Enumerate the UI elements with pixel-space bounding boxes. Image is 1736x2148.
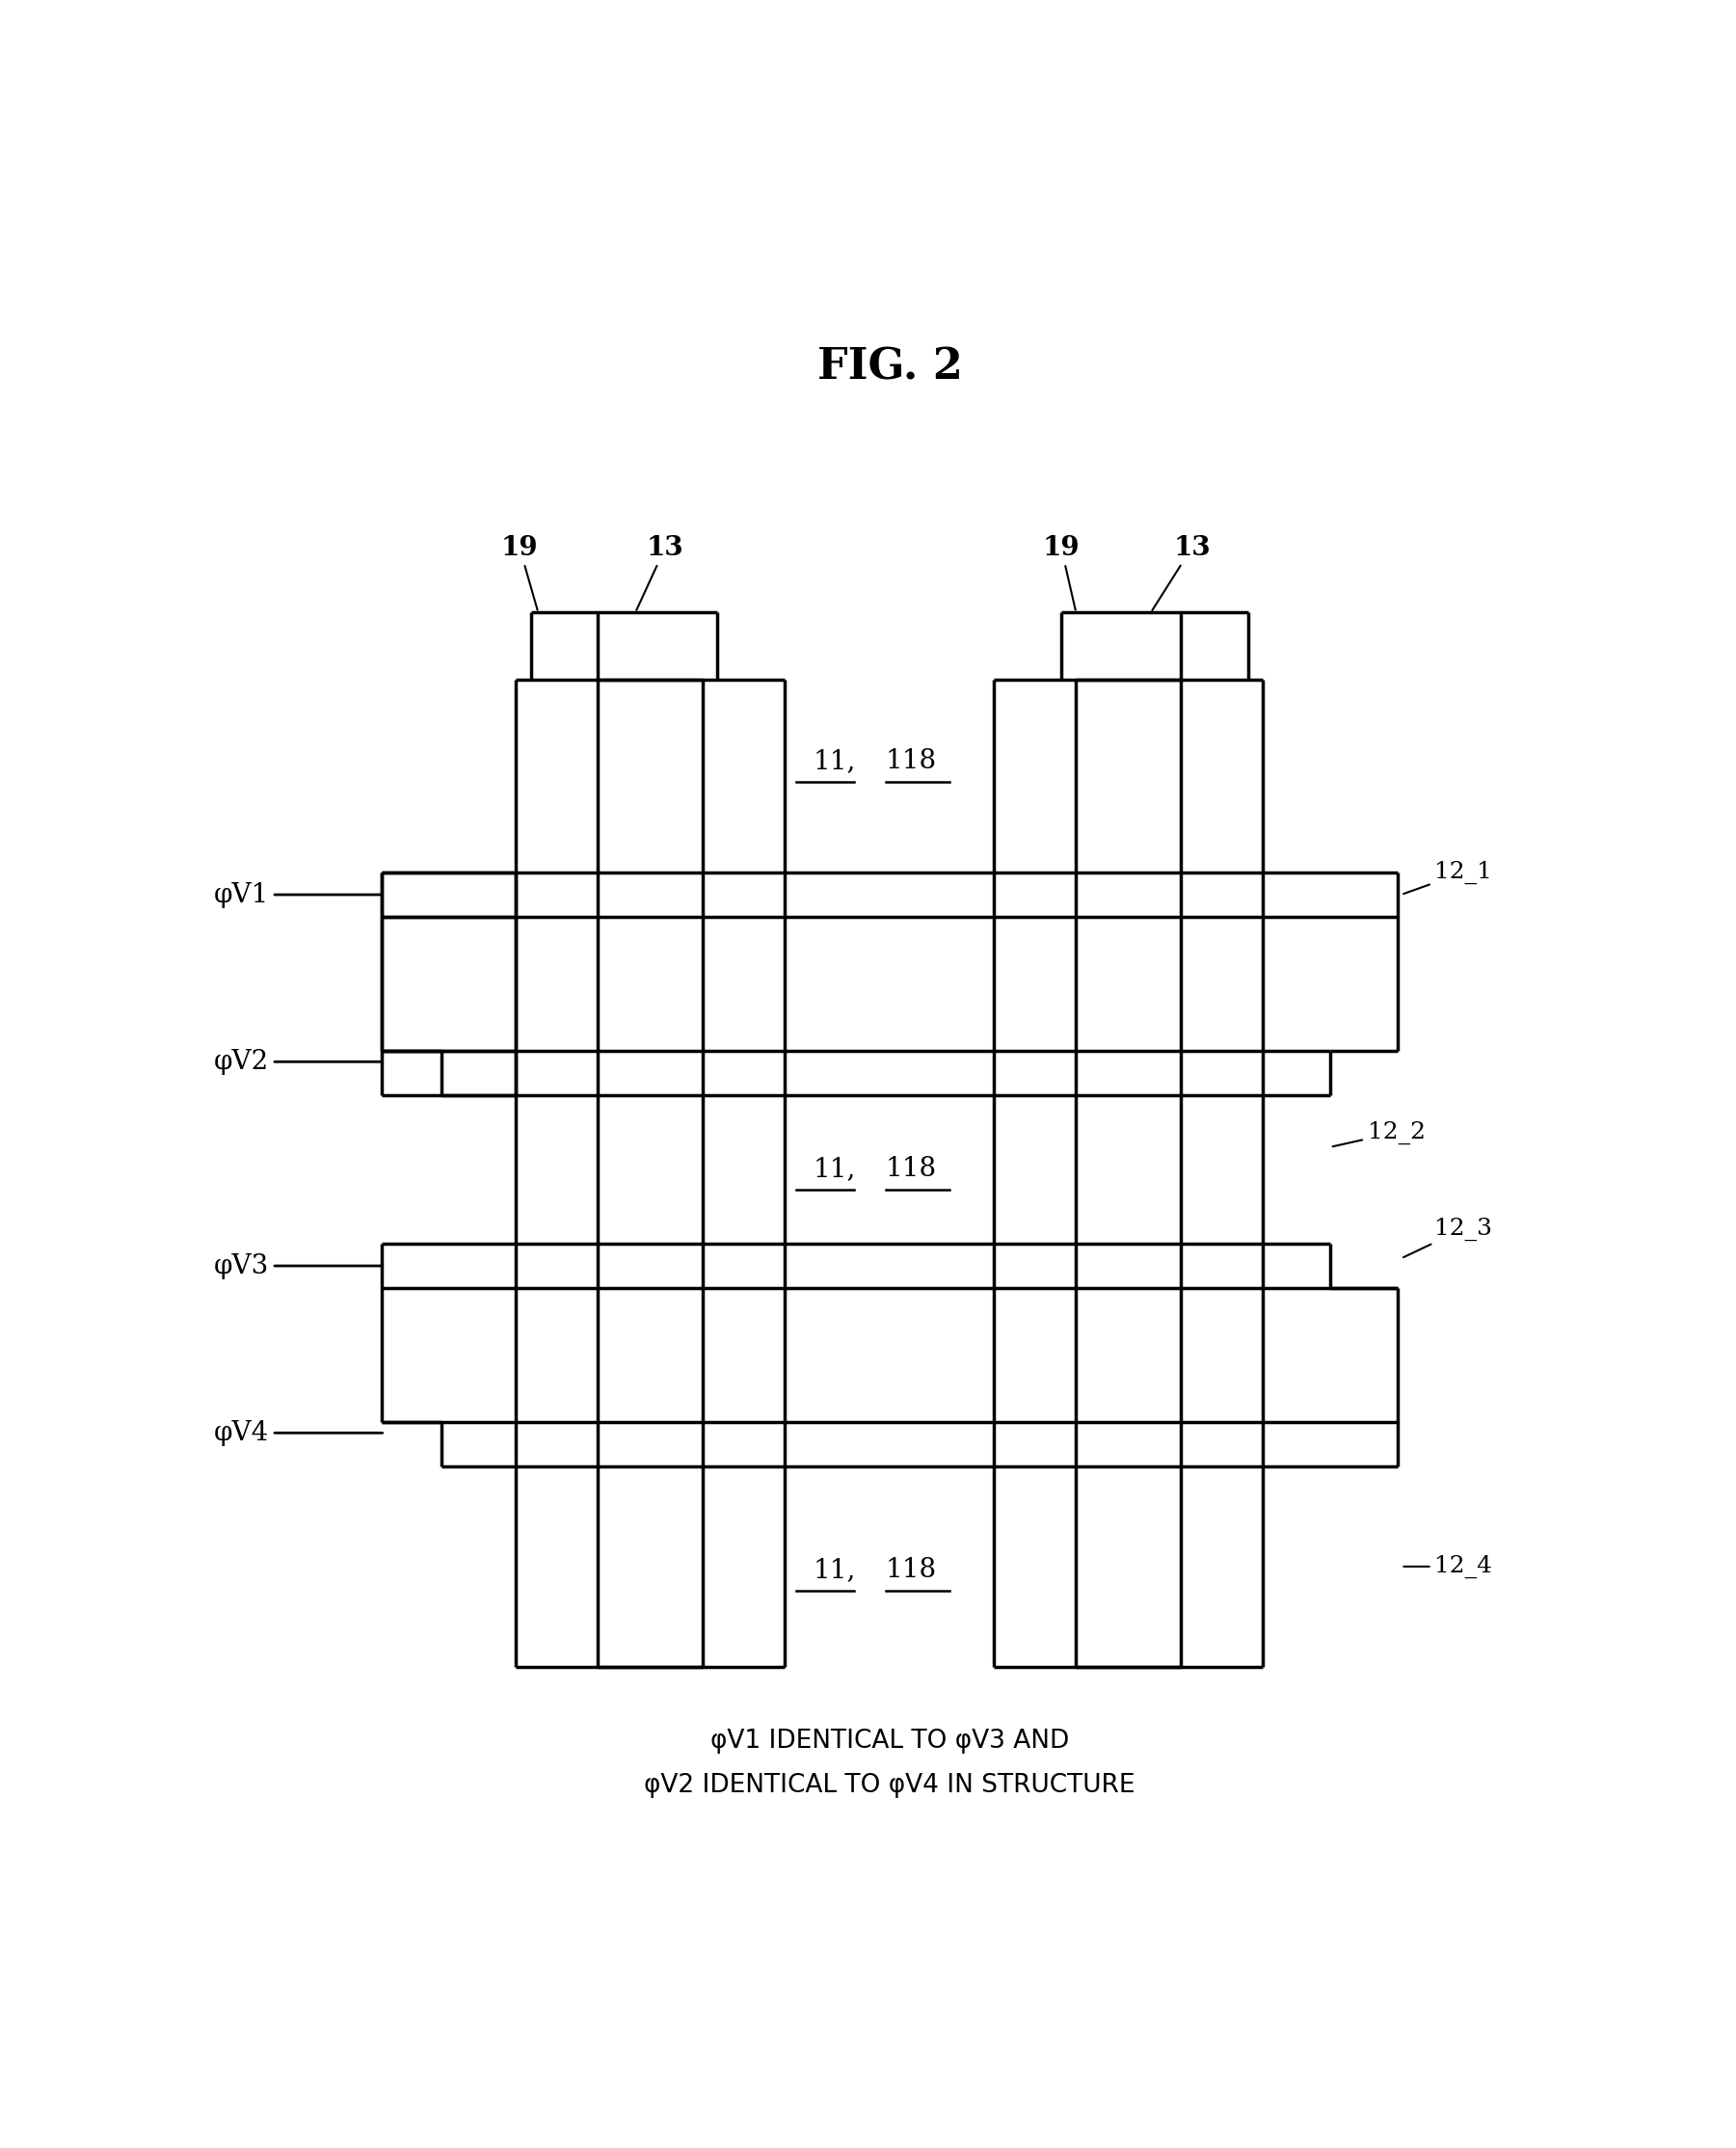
- Text: 11,: 11,: [812, 1557, 856, 1583]
- Bar: [382, 1244, 516, 1467]
- Text: φV3: φV3: [214, 1252, 382, 1278]
- Bar: [382, 917, 516, 1050]
- Text: 11,: 11,: [812, 748, 856, 773]
- Bar: [785, 1289, 995, 1422]
- Bar: [382, 1244, 516, 1422]
- Bar: [1262, 1422, 1397, 1467]
- Text: φV1: φV1: [214, 881, 382, 909]
- Bar: [516, 679, 785, 1667]
- Text: FIG. 2: FIG. 2: [818, 346, 962, 389]
- Bar: [1262, 872, 1397, 1050]
- Text: 12_2: 12_2: [1333, 1121, 1425, 1147]
- Bar: [1262, 917, 1397, 1050]
- Bar: [1076, 679, 1180, 1667]
- Text: 118: 118: [885, 1557, 937, 1583]
- Bar: [1061, 612, 1180, 679]
- Bar: [1262, 1244, 1397, 1467]
- Text: 12_3: 12_3: [1403, 1218, 1493, 1257]
- Bar: [1262, 1289, 1397, 1422]
- Bar: [1262, 1244, 1330, 1289]
- Text: 12_4: 12_4: [1404, 1555, 1493, 1579]
- Text: 118: 118: [885, 1156, 937, 1181]
- Bar: [382, 1289, 516, 1422]
- Bar: [1262, 1050, 1330, 1095]
- Bar: [1262, 872, 1397, 1095]
- Text: φV1 IDENTICAL TO φV3 AND: φV1 IDENTICAL TO φV3 AND: [710, 1729, 1069, 1753]
- Bar: [597, 679, 703, 1667]
- Bar: [785, 917, 995, 1050]
- Bar: [995, 679, 1262, 1667]
- Bar: [382, 1289, 516, 1422]
- Text: 13: 13: [637, 535, 684, 610]
- Bar: [1061, 612, 1248, 679]
- Text: φV2 IDENTICAL TO φV4 IN STRUCTURE: φV2 IDENTICAL TO φV4 IN STRUCTURE: [644, 1772, 1135, 1798]
- Bar: [785, 1244, 995, 1467]
- Bar: [441, 1050, 516, 1095]
- Text: 19: 19: [1043, 535, 1080, 610]
- Text: 13: 13: [1153, 535, 1210, 610]
- Text: φV4: φV4: [214, 1420, 382, 1446]
- Bar: [1262, 1289, 1397, 1422]
- Bar: [382, 872, 516, 1095]
- Text: 12_1: 12_1: [1404, 861, 1493, 894]
- Bar: [1262, 1289, 1397, 1422]
- Bar: [441, 1422, 516, 1467]
- Bar: [382, 917, 516, 1050]
- Bar: [382, 872, 516, 1050]
- Bar: [597, 612, 717, 679]
- Text: 19: 19: [502, 535, 538, 610]
- Bar: [785, 872, 995, 1095]
- Text: 11,: 11,: [812, 1156, 856, 1181]
- Text: 118: 118: [885, 748, 937, 773]
- Text: φV2: φV2: [214, 1048, 382, 1074]
- Bar: [1262, 917, 1397, 1050]
- Bar: [531, 612, 717, 679]
